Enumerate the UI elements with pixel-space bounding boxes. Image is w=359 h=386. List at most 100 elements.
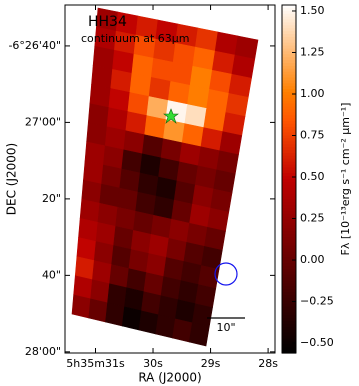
- colorbar-swatch: [282, 138, 296, 142]
- scale-label: 10": [216, 321, 235, 334]
- pixel: [105, 302, 125, 327]
- colorbar-tick-label: 0.50: [300, 170, 325, 183]
- colorbar-swatch: [282, 332, 296, 337]
- y-tick-label: 40": [42, 268, 61, 281]
- pixel: [121, 306, 142, 331]
- x-tick-label: 30s: [143, 357, 163, 370]
- colorbar-swatch: [282, 118, 296, 122]
- colorbar-swatch: [282, 28, 296, 32]
- colorbar-swatch: [282, 196, 296, 200]
- colorbar-swatch: [282, 42, 296, 47]
- colorbar-swatch: [282, 158, 296, 163]
- colorbar-swatch: [282, 321, 296, 325]
- colorbar-swatch: [282, 16, 296, 21]
- colorbar-swatch: [282, 210, 296, 215]
- colorbar-tick-label: 1.50: [300, 4, 325, 17]
- colorbar-swatch: [282, 309, 296, 313]
- colorbar-swatch: [282, 74, 296, 79]
- colorbar-swatch: [282, 109, 296, 113]
- colorbar-swatch: [282, 213, 296, 218]
- colorbar-swatch: [282, 68, 296, 73]
- colorbar-swatch: [282, 268, 296, 273]
- colorbar-swatch: [282, 187, 296, 192]
- colorbar-swatch: [282, 106, 296, 110]
- colorbar-swatch: [282, 181, 296, 186]
- colorbar-swatch: [282, 231, 296, 235]
- y-tick-label: 20": [42, 192, 61, 205]
- colorbar-swatch: [282, 80, 296, 84]
- colorbar-swatch: [282, 71, 296, 76]
- colorbar-swatch: [282, 92, 296, 96]
- colorbar-swatch: [282, 121, 296, 125]
- y-tick-label: 28'00": [25, 345, 61, 358]
- colorbar-swatch: [282, 176, 296, 180]
- colorbar-swatch: [282, 193, 296, 197]
- colorbar-swatch: [282, 286, 296, 290]
- colorbar-swatch: [282, 152, 296, 157]
- y-tick-label: -6°26'40": [8, 39, 61, 52]
- pixel: [172, 318, 193, 343]
- colorbar-swatch: [282, 65, 296, 70]
- colorbar-swatch: [282, 341, 296, 345]
- colorbar-swatch: [282, 280, 296, 284]
- colorbar-swatch: [282, 335, 296, 340]
- colorbar-swatch: [282, 219, 296, 224]
- colorbar-swatch: [282, 338, 296, 342]
- colorbar-swatch: [282, 126, 296, 131]
- colorbar-swatch: [282, 39, 296, 44]
- x-tick-label: 28s: [258, 357, 278, 370]
- colorbar-swatch: [282, 13, 296, 18]
- colorbar-swatch: [282, 173, 296, 177]
- colorbar-swatch: [282, 179, 296, 183]
- colorbar-swatch: [282, 100, 296, 105]
- beam-circle: [214, 262, 238, 286]
- colorbar-swatch: [282, 7, 296, 12]
- colorbar-swatch: [282, 266, 296, 270]
- colorbar-swatch: [282, 31, 296, 35]
- colorbar-swatch: [282, 5, 296, 9]
- colorbar-swatch: [282, 216, 296, 221]
- colorbar-swatch: [282, 237, 296, 241]
- colorbar-swatch: [282, 318, 296, 322]
- pixel: [71, 294, 91, 319]
- colorbar-swatch: [282, 347, 296, 351]
- colorbar-swatch: [282, 129, 296, 134]
- x-tick-label: 29s: [201, 357, 221, 370]
- colorbar-tick-label: 0.75: [300, 129, 325, 142]
- colorbar-swatch: [282, 19, 296, 23]
- colorbar-swatch: [282, 164, 296, 168]
- colorbar-swatch: [282, 315, 296, 319]
- colorbar-swatch: [282, 155, 296, 160]
- chart-title: HH34: [88, 14, 127, 30]
- colorbar-swatch: [282, 199, 296, 203]
- colorbar-swatch: [282, 205, 296, 209]
- colorbar-swatch: [282, 344, 296, 348]
- x-axis-label: RA (J2000): [138, 371, 201, 385]
- y-axis-label: DEC (J2000): [5, 143, 19, 215]
- colorbar-swatch: [282, 150, 296, 154]
- colorbar-label: Fλ [10⁻¹³erg s⁻¹ cm⁻² μm⁻¹]: [339, 103, 352, 256]
- colorbar-swatch: [282, 77, 296, 81]
- colorbar-tick-label: 1.00: [300, 87, 325, 100]
- pixel: [138, 310, 159, 335]
- colorbar-swatch: [282, 22, 296, 26]
- colorbar-swatch: [282, 260, 296, 264]
- pixel: [155, 314, 176, 339]
- colorbar-swatch: [282, 25, 296, 29]
- colorbar-swatch: [282, 303, 296, 308]
- colorbar-tick-label: −0.50: [300, 336, 334, 349]
- colorbar-swatch: [282, 103, 296, 108]
- colorbar-swatch: [282, 257, 296, 261]
- y-tick-label: 27'00": [25, 115, 61, 128]
- colorbar-swatch: [282, 289, 296, 293]
- colorbar-swatch: [282, 350, 296, 354]
- colorbar-swatch: [282, 63, 296, 67]
- colorbar-swatch: [282, 147, 296, 151]
- colorbar-swatch: [282, 57, 296, 61]
- colorbar-swatch: [282, 94, 296, 99]
- colorbar-swatch: [282, 135, 296, 139]
- colorbar-swatch: [282, 292, 296, 296]
- colorbar-swatch: [282, 202, 296, 206]
- colorbar-swatch: [282, 83, 296, 87]
- colorbar-swatch: [282, 115, 296, 119]
